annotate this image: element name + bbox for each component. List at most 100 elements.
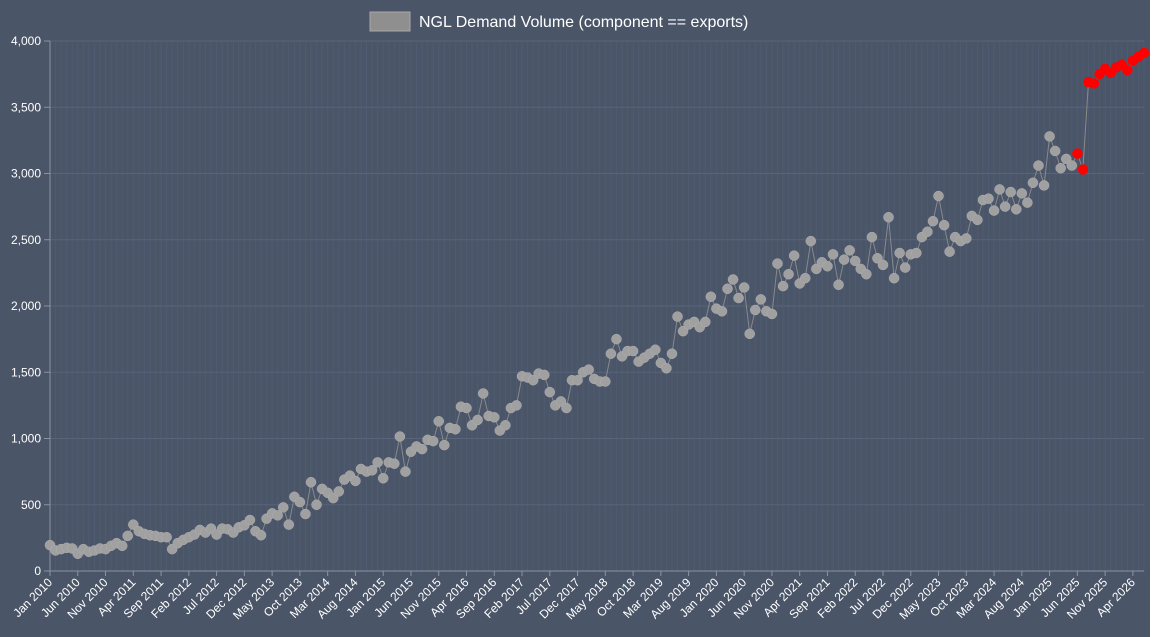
data-point[interactable]: [477, 388, 489, 399]
data-point[interactable]: [805, 235, 817, 247]
data-point[interactable]: [849, 255, 861, 267]
data-point[interactable]: [861, 268, 872, 280]
data-point[interactable]: [461, 402, 472, 414]
data-point[interactable]: [961, 233, 972, 244]
data-point[interactable]: [938, 219, 950, 231]
data-point[interactable]: [727, 274, 739, 285]
data-point[interactable]: [877, 259, 889, 271]
data-point[interactable]: [888, 272, 900, 284]
data-point[interactable]: [1011, 204, 1022, 215]
data-point[interactable]: [933, 190, 944, 202]
data-point[interactable]: [400, 466, 411, 477]
data-point[interactable]: [988, 205, 1000, 216]
data-point[interactable]: [705, 291, 717, 302]
data-point[interactable]: [733, 292, 744, 304]
data-point[interactable]: [999, 201, 1011, 212]
data-point[interactable]: [1033, 160, 1044, 171]
data-point[interactable]: [1066, 160, 1078, 171]
data-point[interactable]: [561, 402, 572, 414]
data-point-highlight[interactable]: [1077, 164, 1089, 175]
data-point[interactable]: [611, 333, 622, 345]
data-point[interactable]: [583, 364, 594, 375]
data-point[interactable]: [244, 514, 256, 526]
data-point[interactable]: [605, 348, 617, 359]
legend[interactable]: NGL Demand Volume (component == exports): [369, 11, 748, 32]
data-point-highlight[interactable]: [1088, 78, 1100, 89]
data-point[interactable]: [538, 369, 550, 381]
data-point[interactable]: [1027, 177, 1039, 189]
data-point-highlight[interactable]: [1138, 47, 1150, 59]
data-point[interactable]: [544, 386, 556, 398]
data-point[interactable]: [799, 272, 811, 284]
data-point[interactable]: [377, 473, 389, 484]
data-point[interactable]: [511, 400, 522, 411]
data-point[interactable]: [772, 258, 783, 269]
data-point[interactable]: [777, 280, 789, 292]
data-point[interactable]: [661, 363, 672, 374]
data-point[interactable]: [439, 439, 450, 451]
data-point[interactable]: [922, 226, 933, 238]
data-point[interactable]: [366, 465, 378, 476]
data-point[interactable]: [305, 476, 317, 488]
data-point[interactable]: [433, 416, 444, 427]
data-point[interactable]: [472, 414, 483, 426]
data-point[interactable]: [283, 519, 295, 530]
legend-label[interactable]: NGL Demand Volume (component == exports): [419, 14, 748, 31]
data-point[interactable]: [333, 486, 345, 497]
data-point[interactable]: [944, 246, 955, 257]
data-point[interactable]: [822, 261, 833, 272]
data-point[interactable]: [722, 283, 733, 295]
data-point[interactable]: [389, 458, 400, 469]
data-point[interactable]: [783, 268, 794, 280]
data-point[interactable]: [866, 231, 878, 243]
data-point[interactable]: [116, 540, 128, 552]
data-point[interactable]: [894, 247, 905, 259]
data-point[interactable]: [350, 475, 361, 487]
data-point[interactable]: [650, 344, 661, 355]
data-point[interactable]: [255, 529, 267, 541]
data-point[interactable]: [450, 423, 461, 435]
legend-swatch[interactable]: [369, 11, 411, 32]
data-point[interactable]: [994, 184, 1005, 195]
data-point[interactable]: [300, 508, 311, 520]
data-point[interactable]: [600, 376, 611, 387]
data-point[interactable]: [844, 245, 855, 256]
data-point[interactable]: [738, 282, 750, 293]
data-point[interactable]: [272, 510, 283, 521]
data-point[interactable]: [627, 345, 639, 357]
data-point[interactable]: [744, 328, 755, 340]
data-point[interactable]: [833, 279, 844, 291]
data-point[interactable]: [489, 412, 500, 423]
data-point[interactable]: [666, 348, 678, 359]
data-point[interactable]: [294, 496, 306, 508]
data-point[interactable]: [1022, 197, 1033, 208]
data-point[interactable]: [750, 304, 761, 316]
data-point[interactable]: [766, 308, 778, 320]
data-point[interactable]: [416, 443, 428, 455]
data-point[interactable]: [1049, 145, 1061, 157]
data-point[interactable]: [277, 502, 289, 513]
data-point[interactable]: [972, 214, 983, 226]
data-point[interactable]: [427, 435, 439, 447]
data-point[interactable]: [394, 431, 406, 442]
data-point[interactable]: [1005, 186, 1016, 198]
data-point[interactable]: [700, 316, 711, 328]
data-point[interactable]: [311, 499, 322, 510]
data-point[interactable]: [927, 215, 939, 227]
data-point[interactable]: [899, 262, 911, 273]
data-point[interactable]: [372, 457, 383, 468]
data-point[interactable]: [1016, 188, 1028, 199]
data-point[interactable]: [161, 531, 172, 543]
data-point[interactable]: [838, 254, 850, 265]
data-point[interactable]: [1038, 180, 1050, 191]
data-point[interactable]: [122, 530, 133, 542]
data-point[interactable]: [672, 311, 683, 322]
data-point[interactable]: [755, 294, 767, 305]
data-point[interactable]: [883, 211, 894, 223]
data-point[interactable]: [827, 249, 839, 260]
data-point[interactable]: [500, 420, 511, 431]
data-point-highlight[interactable]: [1122, 64, 1133, 76]
data-point[interactable]: [716, 306, 728, 317]
data-point[interactable]: [788, 250, 800, 261]
data-point-highlight[interactable]: [1072, 148, 1083, 159]
